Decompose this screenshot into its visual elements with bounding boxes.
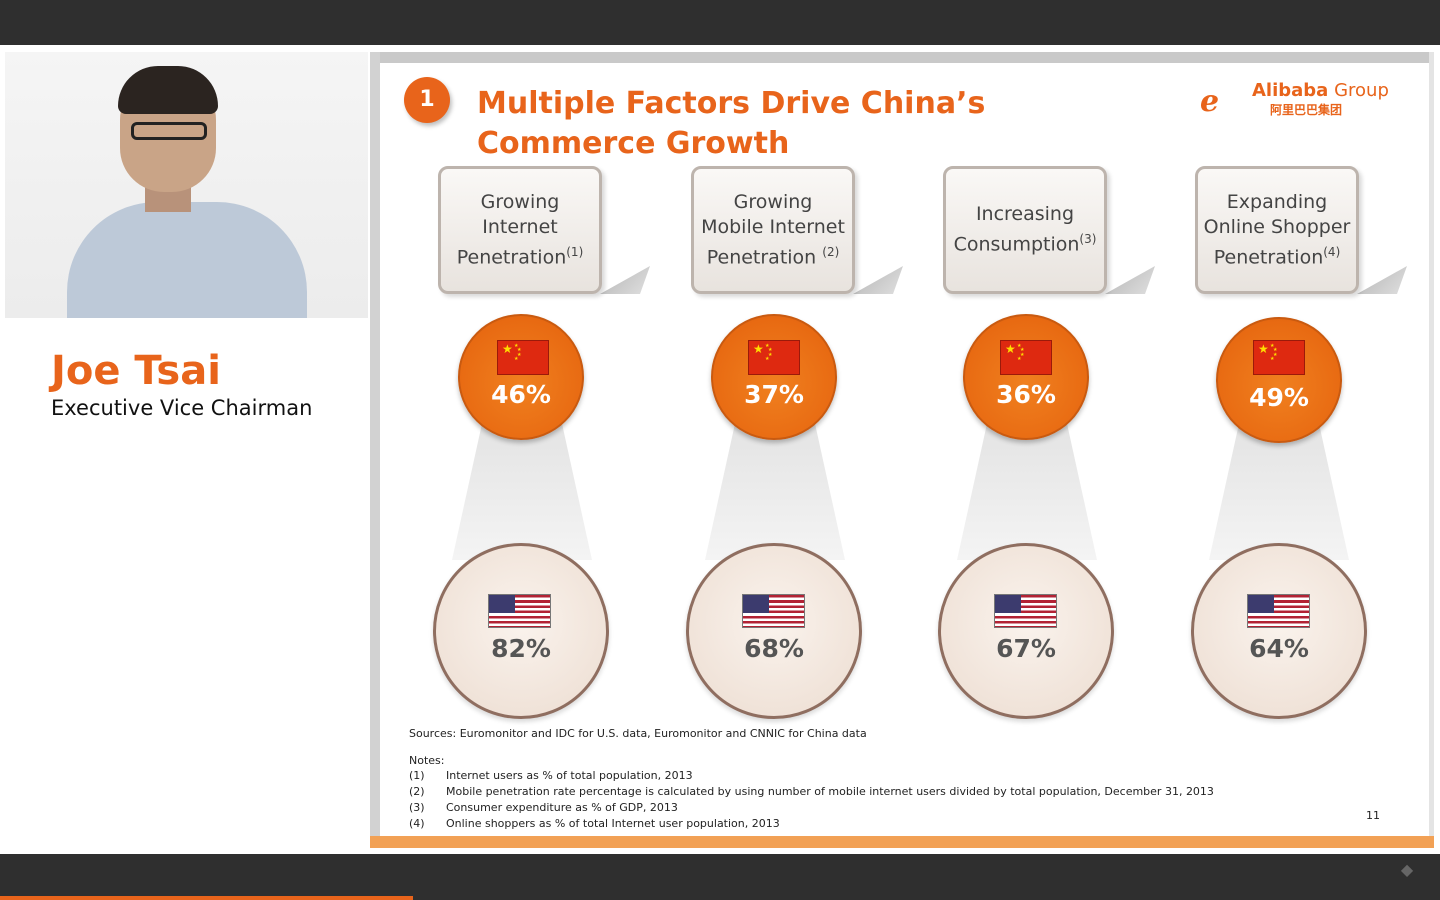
china-value: 37% bbox=[744, 380, 804, 409]
us-value: 68% bbox=[744, 634, 804, 663]
speaker-video[interactable] bbox=[5, 52, 368, 318]
slide-page-number: 11 bbox=[1366, 809, 1380, 822]
slide-title: Multiple Factors Drive China’s Commerce … bbox=[477, 86, 986, 161]
speaker-role: Executive Vice Chairman bbox=[51, 396, 313, 420]
note-item: (4) Online shoppers as % of total Interne… bbox=[409, 817, 780, 830]
alibaba-logo-mark-icon: e bbox=[1200, 84, 1220, 119]
playback-progress-bar[interactable] bbox=[0, 896, 414, 900]
footnote-ref: (3) bbox=[1079, 232, 1097, 247]
note-item: (1) Internet users as % of total populati… bbox=[409, 769, 693, 782]
sources-text: Sources: Euromonitor and IDC for U.S. da… bbox=[409, 727, 867, 740]
china-circle: ★ ★ ★ ★ ★ 37% bbox=[711, 314, 837, 440]
factor-box-online-shopper: Expanding Online Shopper Penetration(4) bbox=[1195, 166, 1359, 294]
us-circle: 64% bbox=[1191, 543, 1367, 719]
slide-top-border bbox=[370, 52, 1434, 63]
china-flag-icon: ★ ★ ★ ★ ★ bbox=[1000, 340, 1052, 375]
footnote-ref: (1) bbox=[566, 244, 584, 259]
slide-bottom-bar bbox=[370, 836, 1434, 848]
china-circle: ★ ★ ★ ★ ★ 49% bbox=[1216, 317, 1342, 443]
person-glasses bbox=[131, 122, 207, 140]
china-flag-icon: ★ ★ ★ ★ ★ bbox=[1253, 340, 1305, 375]
us-circle: 82% bbox=[433, 543, 609, 719]
player-bottom-bar bbox=[0, 854, 1440, 900]
player-logo-icon[interactable]: ◆ bbox=[1400, 860, 1414, 879]
player-top-bar bbox=[0, 0, 1440, 45]
china-value: 49% bbox=[1249, 383, 1309, 412]
china-flag-icon: ★ ★ ★ ★ ★ bbox=[497, 340, 549, 375]
us-circle: 68% bbox=[686, 543, 862, 719]
us-flag-icon bbox=[994, 594, 1057, 628]
factor-box-consumption: Increasing Consumption(3) bbox=[943, 166, 1107, 294]
us-value: 67% bbox=[996, 634, 1056, 663]
factor-box-mobile: Growing Mobile Internet Penetration (2) bbox=[691, 166, 855, 294]
speaker-name: Joe Tsai bbox=[51, 348, 221, 394]
slide-right-border bbox=[1429, 52, 1434, 848]
us-circle: 67% bbox=[938, 543, 1114, 719]
us-flag-icon bbox=[742, 594, 805, 628]
china-value: 46% bbox=[491, 380, 551, 409]
china-value: 36% bbox=[996, 380, 1056, 409]
china-circle: ★ ★ ★ ★ ★ 46% bbox=[458, 314, 584, 440]
us-flag-icon bbox=[488, 594, 551, 628]
factor-box-internet: Growing Internet Penetration(1) bbox=[438, 166, 602, 294]
alibaba-logo-chinese: 阿里巴巴集团 bbox=[1270, 103, 1343, 117]
alibaba-logo-word: Alibaba Group bbox=[1252, 80, 1389, 101]
footnote-ref: (4) bbox=[1323, 244, 1341, 259]
footnote-ref: (2) bbox=[822, 244, 840, 259]
notes-label: Notes: bbox=[409, 754, 445, 767]
china-circle: ★ ★ ★ ★ ★ 36% bbox=[963, 314, 1089, 440]
person-hair bbox=[118, 66, 218, 114]
us-flag-icon bbox=[1247, 594, 1310, 628]
note-item: (2) Mobile penetration rate percentage is… bbox=[409, 785, 1214, 798]
slide-number-badge: 1 bbox=[404, 77, 450, 123]
china-flag-icon: ★ ★ ★ ★ ★ bbox=[748, 340, 800, 375]
alibaba-logo: e Alibaba Group 阿里巴巴集团 bbox=[1200, 80, 1410, 120]
note-item: (3) Consumer expenditure as % of GDP, 201… bbox=[409, 801, 678, 814]
slide-left-border bbox=[370, 52, 380, 848]
person-body bbox=[67, 202, 307, 318]
us-value: 64% bbox=[1249, 634, 1309, 663]
us-value: 82% bbox=[491, 634, 551, 663]
